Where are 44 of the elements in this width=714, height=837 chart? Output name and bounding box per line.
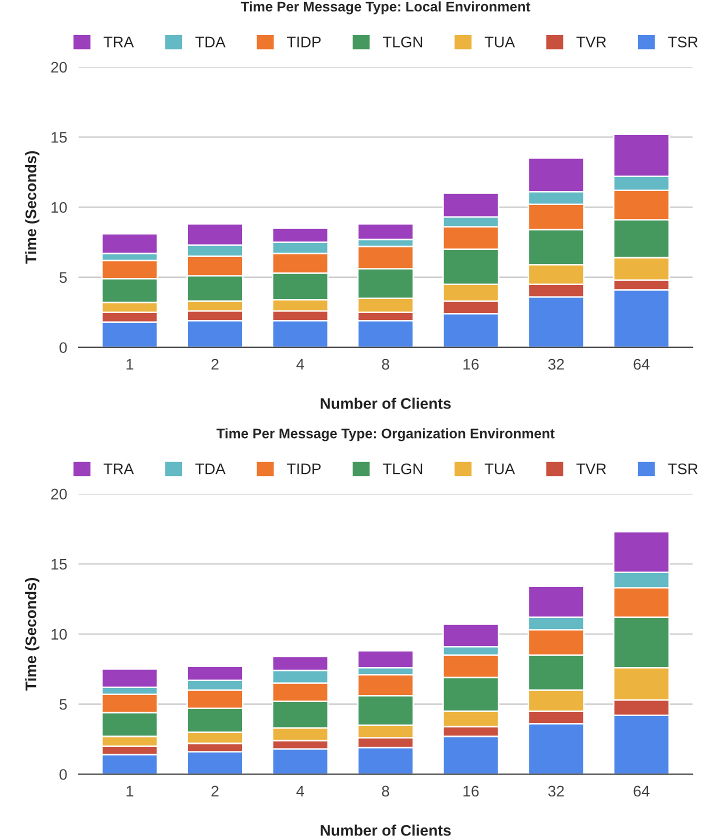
y-tick-label: 15 — [52, 558, 67, 570]
legend-label: TDA — [195, 464, 226, 474]
x-tick-label: 4 — [296, 786, 304, 796]
x-tick-label: 32 — [548, 358, 564, 370]
legend-label: TVR — [576, 464, 606, 474]
x-tick-label: 1 — [126, 359, 134, 370]
x-tick-label: 2 — [212, 786, 218, 796]
legend-label: TIDP — [287, 464, 321, 474]
legend-label: TLGN — [382, 36, 422, 48]
x-axis-title: Number of Clients — [320, 398, 451, 409]
y-tick-label: 5 — [60, 272, 67, 283]
chart-title: Time Per Message Type: Organization Environment — [216, 428, 555, 442]
x-tick-label: 1 — [126, 786, 134, 796]
y-axis-title: Time (Seconds) — [25, 578, 40, 691]
x-axis-title: Number of Clients — [320, 824, 451, 836]
legend-label: TRA — [104, 464, 134, 474]
legend-label: TSR — [668, 463, 698, 474]
legend-label: TIDP — [287, 36, 321, 48]
y-tick-label: 20 — [51, 62, 67, 73]
x-tick-label: 64 — [634, 358, 650, 370]
y-tick-label: 0 — [60, 342, 67, 354]
y-tick-label: 5 — [60, 699, 67, 710]
x-tick-label: 2 — [212, 358, 218, 370]
x-tick-label: 16 — [464, 358, 479, 370]
legend-label: TUA — [484, 464, 515, 474]
legend-label: TLGN — [382, 463, 422, 474]
x-tick-label: 64 — [634, 786, 650, 797]
y-tick-label: 0 — [60, 769, 67, 780]
x-tick-label: 4 — [296, 359, 304, 370]
legend-label: TVR — [576, 36, 606, 48]
legend-label: TRA — [104, 36, 134, 48]
y-axis-title: Time (Seconds) — [25, 151, 40, 264]
x-tick-label: 16 — [464, 786, 479, 797]
y-tick-label: 15 — [52, 132, 67, 143]
y-tick-label: 10 — [52, 202, 67, 213]
legend-label: TDA — [195, 36, 226, 48]
y-tick-label: 10 — [52, 628, 67, 640]
y-tick-label: 20 — [51, 488, 67, 500]
legend-label: TUA — [484, 36, 515, 48]
x-tick-label: 32 — [548, 786, 564, 797]
x-tick-label: 8 — [382, 786, 390, 797]
chart-title: Time Per Message Type: Local Environment — [240, 1, 530, 14]
x-tick-label: 8 — [382, 358, 390, 370]
legend-label: TSR — [668, 36, 698, 48]
